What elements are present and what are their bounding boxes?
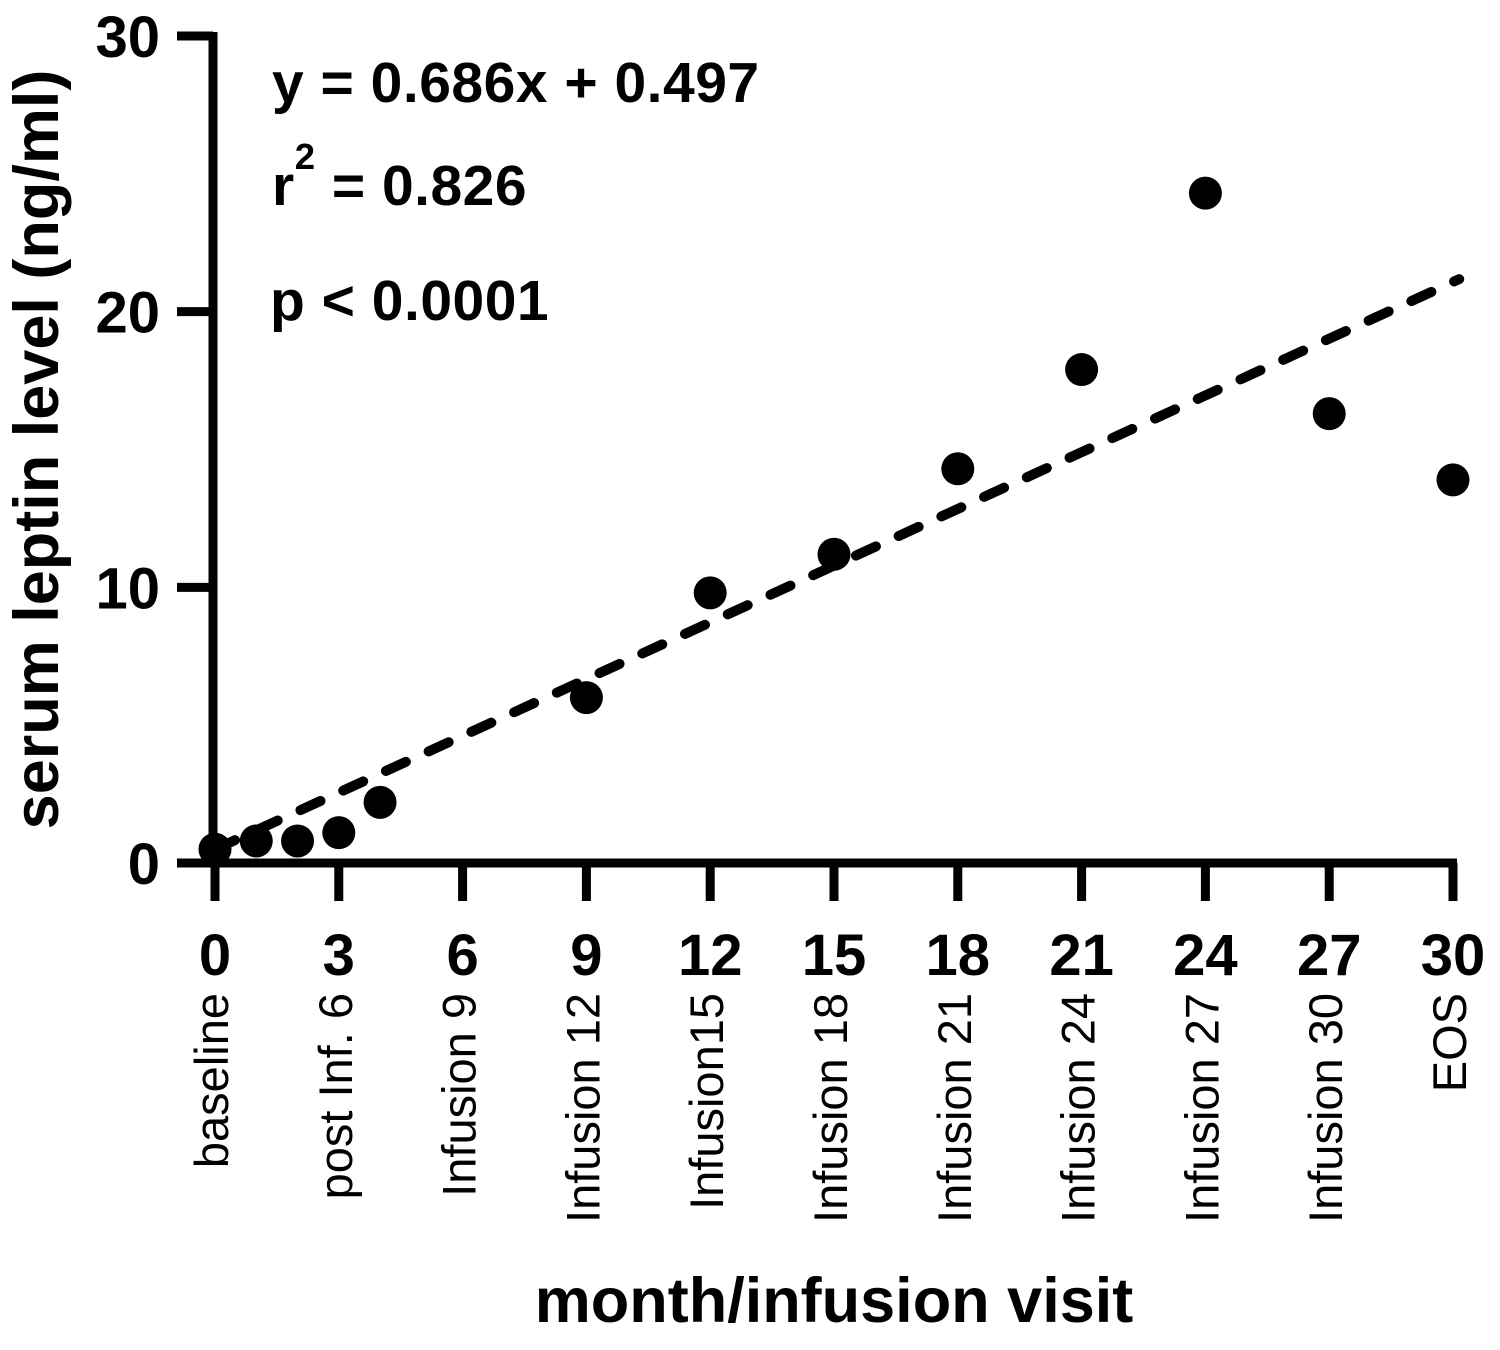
data-point xyxy=(941,452,975,486)
r-squared-base: r xyxy=(272,154,295,218)
x-tick-label: 9 xyxy=(570,923,602,988)
data-point xyxy=(817,537,851,571)
data-point xyxy=(1312,397,1346,431)
x-visit-label: Infusion 18 xyxy=(804,993,857,1223)
r-squared-rest: = 0.826 xyxy=(315,154,528,218)
data-point xyxy=(569,681,603,715)
x-tick-label: 15 xyxy=(802,923,867,988)
x-tick-label: 30 xyxy=(1421,923,1486,988)
y-tick-label: 10 xyxy=(95,556,160,621)
data-point xyxy=(239,824,273,858)
data-point xyxy=(1436,463,1470,497)
p-value: p < 0.0001 xyxy=(270,269,550,333)
x-visit-label: Infusion 30 xyxy=(1299,993,1352,1223)
x-tick-label: 24 xyxy=(1173,923,1238,988)
x-tick-label: 27 xyxy=(1297,923,1362,988)
x-visit-label: baseline xyxy=(185,993,238,1168)
data-point xyxy=(1188,176,1222,210)
data-point xyxy=(322,816,356,850)
x-tick-label: 6 xyxy=(446,923,478,988)
data-point xyxy=(363,785,397,819)
regression-equation: y = 0.686x + 0.497 xyxy=(272,51,760,115)
r-squared-exponent: 2 xyxy=(294,135,316,177)
x-axis-title: month/infusion visit xyxy=(535,1266,1133,1336)
data-point xyxy=(693,576,727,610)
data-point xyxy=(1065,353,1099,387)
x-tick-label: 12 xyxy=(678,923,743,988)
y-tick-label: 20 xyxy=(95,281,160,346)
x-visit-label: post Inf. 6 xyxy=(309,993,362,1199)
x-tick-label: 21 xyxy=(1049,923,1114,988)
data-point xyxy=(281,824,315,858)
x-visit-label: Infusion15 xyxy=(680,993,733,1210)
x-visit-label: Infusion 24 xyxy=(1052,993,1105,1223)
x-tick-label: 3 xyxy=(323,923,355,988)
x-visit-label: Infusion 27 xyxy=(1175,993,1228,1223)
x-visit-label: Infusion 9 xyxy=(433,993,486,1197)
y-tick-label: 0 xyxy=(128,832,160,897)
data-point xyxy=(198,832,232,866)
y-axis-title: serum leptin level (ng/ml) xyxy=(2,70,72,830)
r-squared-value: r2 = 0.826 xyxy=(272,136,528,219)
x-tick-label: 18 xyxy=(926,923,991,988)
x-tick-label: 0 xyxy=(199,923,231,988)
x-visit-label: EOS xyxy=(1423,993,1476,1092)
y-tick-label: 30 xyxy=(95,5,160,70)
x-visit-label: Infusion 21 xyxy=(928,993,981,1223)
x-visit-label: Infusion 12 xyxy=(556,993,609,1223)
